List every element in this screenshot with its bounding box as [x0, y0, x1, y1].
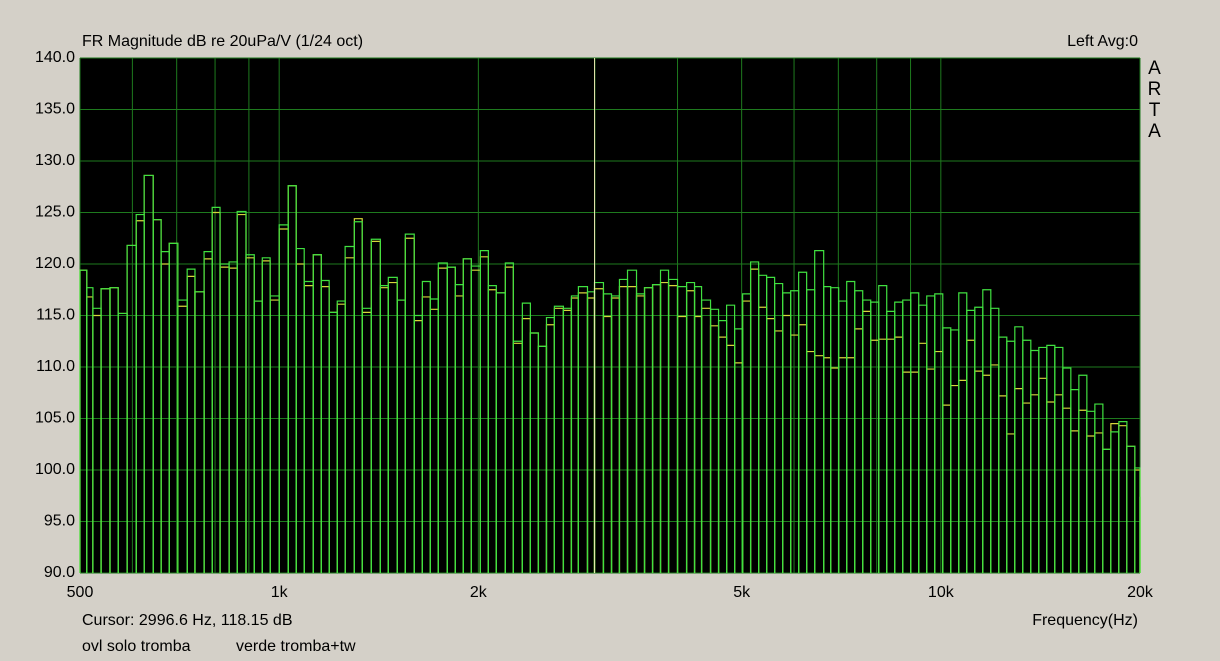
y-tick-label: 90.0: [44, 564, 75, 581]
y-tick-label: 135.0: [35, 101, 75, 118]
y-tick-label: 120.0: [35, 255, 75, 272]
y-tick-label: 140.0: [35, 49, 75, 66]
x-tick-label: 10k: [928, 584, 955, 601]
y-tick-label: 105.0: [35, 410, 75, 427]
y-tick-label: 115.0: [36, 307, 75, 324]
brand: ARTA: [1144, 58, 1165, 142]
x-tick-label: 500: [67, 584, 94, 601]
x-tick-label: 1k: [271, 584, 289, 601]
channel-label: Left Avg:0: [1067, 33, 1138, 50]
y-tick-label: 95.0: [44, 513, 75, 530]
x-tick-label: 2k: [470, 584, 488, 601]
x-tick-label: 20k: [1127, 584, 1154, 601]
bars: [79, 58, 1141, 573]
y-tick-label: 100.0: [35, 461, 75, 478]
x-axis-label: Frequency(Hz): [1032, 612, 1138, 629]
y-tick-label: 125.0: [35, 204, 75, 221]
y-tick-label: 110.0: [36, 358, 75, 375]
legend-entry: verde tromba+tw: [236, 638, 356, 655]
y-tick-label: 130.0: [35, 152, 75, 169]
cursor-readout: Cursor: 2996.6 Hz, 118.15 dB: [82, 612, 293, 629]
chart-title: FR Magnitude dB re 20uPa/V (1/24 oct): [82, 33, 363, 50]
labels: 90.0 95.0 100.0 105.0 110.0 115.0 120.0 125.0 13…: [35, 49, 1154, 601]
legend-entry: ovl solo tromba: [82, 638, 191, 655]
x-tick-label: 5k: [733, 584, 751, 601]
